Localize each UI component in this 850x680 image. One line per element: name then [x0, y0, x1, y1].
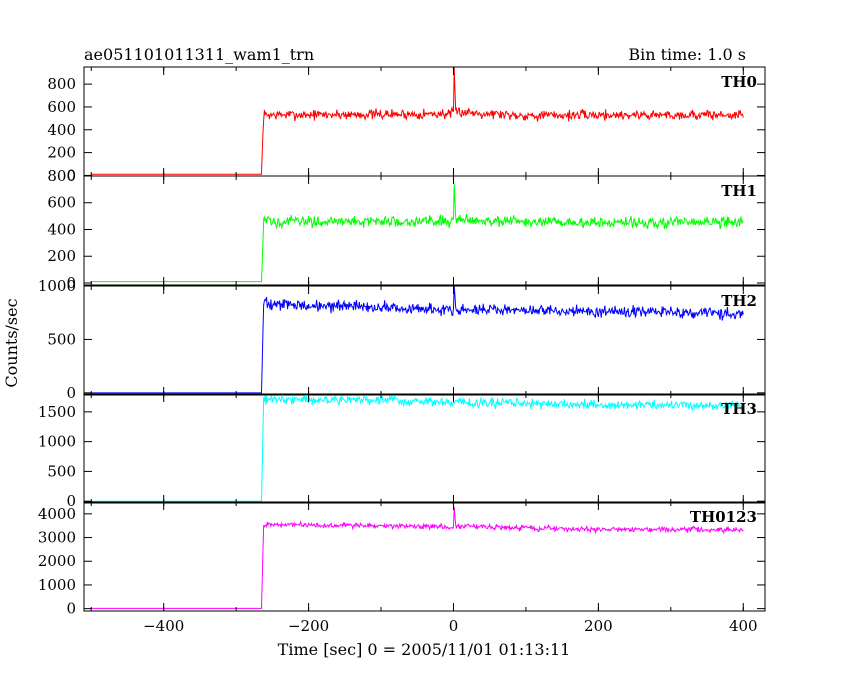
bin-time-label: Bin time: 1.0 s: [628, 45, 746, 64]
y-tick-label: 500: [47, 330, 76, 348]
panel-th2: TH2 0 500 1000: [38, 277, 766, 402]
y-tick-label: 800: [47, 167, 76, 185]
y-tick-label: 800: [47, 75, 76, 93]
series-line-th0123: [91, 506, 744, 609]
y-tick-label: 500: [47, 462, 76, 480]
panel-frame: [83, 501, 766, 612]
series-label-th3: TH3: [721, 400, 757, 418]
panel-th1: TH1 0 200 400 600 800: [47, 167, 766, 292]
y-tick-label: 200: [47, 247, 76, 265]
panel-th3: TH3 0 500 1000 1500: [38, 393, 766, 510]
y-tick-label: 0: [66, 166, 76, 184]
series-line-th1: [91, 184, 744, 283]
y-tick-label: 400: [47, 220, 76, 238]
y-tick-label: 0: [66, 274, 76, 292]
x-tick-label: 400: [729, 617, 758, 635]
y-tick-label: 600: [47, 194, 76, 212]
y-tick-label: 1000: [38, 576, 76, 594]
series-label-th1: TH1: [721, 182, 757, 200]
x-tick-label: 200: [584, 617, 613, 635]
x-axis-label: Time [sec] 0 = 2005/11/01 01:13:11: [278, 640, 571, 659]
panel-th0123: TH0123 0 1000 2000 3000 4000: [38, 501, 766, 618]
series-line-th3: [91, 393, 744, 502]
y-tick-label: 2000: [38, 552, 76, 570]
panel-frame: [83, 393, 766, 504]
x-tick-label: 0: [449, 617, 459, 635]
chart-title: ae051101011311_wam1_trn: [84, 45, 314, 64]
panel-frame: [83, 285, 766, 396]
series-line-th0: [91, 66, 744, 175]
panel-frame: [83, 66, 766, 177]
y-axis-label: Counts/sec: [2, 298, 21, 387]
y-tick-label: 0: [66, 384, 76, 402]
y-tick-label: 600: [47, 98, 76, 116]
panel-th0: TH0 0 200 400 600 800: [47, 66, 766, 184]
series-label-th0123: TH0123: [690, 508, 757, 526]
series-label-th2: TH2: [721, 292, 757, 310]
y-tick-label: 1000: [38, 433, 76, 451]
y-tick-label: 200: [47, 144, 76, 162]
y-tick-label: 3000: [38, 529, 76, 547]
y-tick-label: 0: [66, 492, 76, 510]
panel-frame: [83, 175, 766, 286]
y-tick-label: 4000: [38, 505, 76, 523]
panel-stack: TH0 0 200 400 600 800 TH1 0 200 400 600 800 TH2 0 500 1…: [38, 66, 766, 635]
y-tick-label: 0: [66, 600, 76, 618]
x-tick-label: −200: [288, 617, 329, 635]
series-label-th0: TH0: [721, 73, 757, 91]
y-tick-label: 400: [47, 121, 76, 139]
y-tick-label: 1500: [38, 403, 76, 421]
x-axis: −400 −200 0 200 400: [143, 617, 757, 635]
x-tick-label: −400: [143, 617, 184, 635]
series-line-th2: [91, 285, 744, 394]
y-tick-label: 1000: [38, 277, 76, 295]
